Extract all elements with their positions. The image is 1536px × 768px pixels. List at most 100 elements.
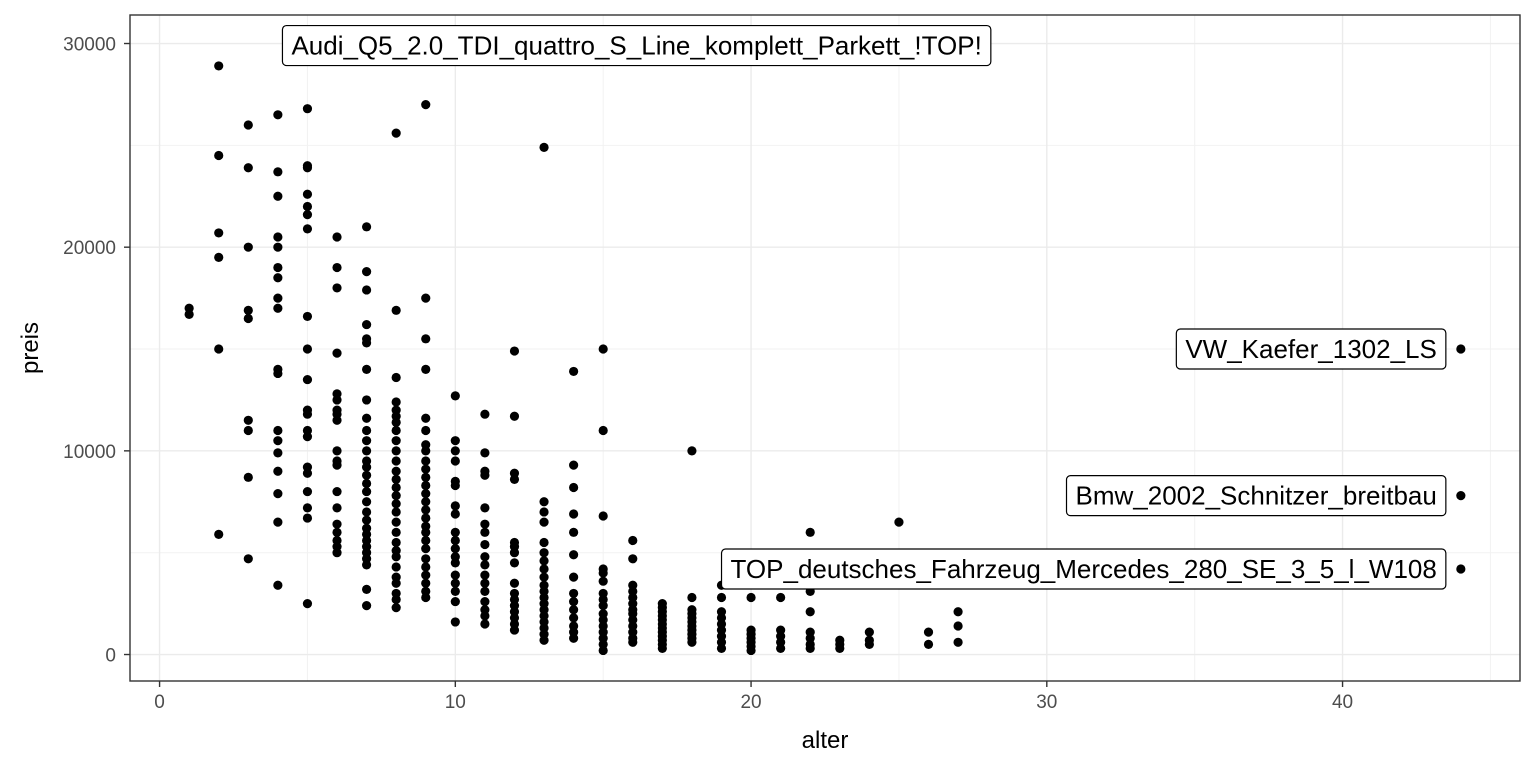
data-point [214,150,224,161]
data-point [361,436,372,446]
data-point [480,448,490,458]
data-point [480,570,490,580]
data-point [421,472,431,482]
data-point [332,232,342,242]
data-point [273,517,283,527]
y-axis-title: preis [17,322,44,374]
data-point [539,572,549,582]
data-point [539,507,549,517]
y-tick-label: 10000 [63,442,116,463]
data-point [746,592,756,603]
data-point [421,578,431,588]
data-point [480,560,490,570]
x-tick-label: 20 [740,692,761,713]
data-point [746,645,756,656]
y-tick-label: 0 [105,646,116,667]
data-point [421,364,431,374]
data-point [509,578,520,588]
data-point [598,425,608,436]
data-point [391,499,401,509]
data-point [1456,344,1466,354]
data-point [214,61,224,71]
data-point [569,509,579,519]
point-label-text: Audi_Q5_2.0_TDI_quattro_S_Line_komplett_… [291,31,981,61]
data-point [598,601,608,611]
data-point [361,395,372,405]
data-point [214,228,224,238]
data-point [598,511,608,521]
data-point [361,413,372,423]
data-point [302,599,313,609]
y-axis: 0 10000 20000 30000 [63,35,130,667]
data-point [302,503,313,513]
data-point [332,460,342,470]
y-tick-label: 20000 [63,238,116,259]
data-point [569,460,579,470]
data-point [628,637,638,647]
data-point [361,601,372,611]
data-point [539,556,549,566]
data-point [243,472,253,482]
data-point [687,637,697,647]
data-point [598,568,608,578]
data-point [450,596,460,607]
data-point [628,554,638,564]
data-point [450,391,460,401]
data-point [569,366,579,377]
x-axis-title: alter [802,727,849,754]
data-point [480,596,490,607]
data-point [184,309,194,319]
data-point [953,637,963,647]
point-label: VW_Kaefer_1302_LS [1175,328,1447,370]
data-point [421,425,431,436]
data-point [805,527,815,537]
data-point [214,344,224,354]
data-point [391,603,401,613]
data-point [539,548,549,558]
data-point [361,515,372,525]
data-point [421,456,431,466]
data-point [361,364,372,374]
data-point [332,283,342,293]
data-point [332,415,342,425]
point-label-box [720,548,1447,590]
data-point [450,558,460,568]
point-label: Bmw_2002_Schnitzer_breitbau [1065,475,1447,517]
data-point [302,431,313,442]
data-point [835,643,845,654]
data-point [391,417,401,427]
data-point [598,645,608,656]
data-point [361,560,372,570]
data-point [687,592,697,603]
data-point [214,529,224,539]
data-point [657,643,667,654]
data-point [273,448,283,458]
data-point [421,293,431,303]
data-point [273,466,283,476]
data-point [421,464,431,474]
data-point [302,344,313,354]
data-point [332,446,342,456]
data-point [450,578,460,588]
data-point [569,633,579,643]
data-point [361,285,372,295]
data-point [361,319,372,330]
data-point [539,497,549,507]
data-point [480,586,490,596]
data-point [361,486,372,497]
data-point [361,425,372,436]
data-point [450,509,460,519]
major-gridlines [130,15,1520,681]
data-point [332,395,342,405]
data-point [243,163,253,173]
data-points [184,61,1466,656]
data-point [569,527,579,537]
data-point [273,110,283,120]
data-point [273,232,283,242]
data-point [361,470,372,480]
data-point [302,209,313,220]
data-point [569,613,579,623]
data-point [569,596,579,607]
y-tick-label: 30000 [63,35,116,56]
data-point [302,374,313,385]
